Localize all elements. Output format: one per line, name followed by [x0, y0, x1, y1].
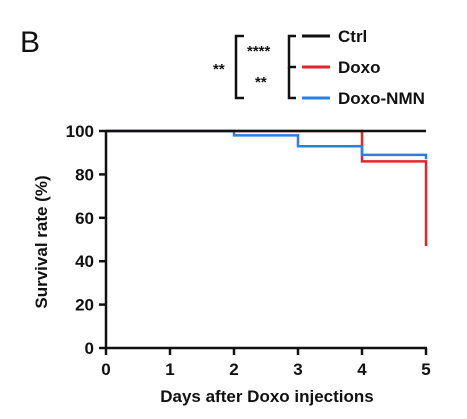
y-tick-label: 100	[66, 122, 94, 141]
x-tick-label: 5	[421, 360, 430, 379]
y-tick-label: 20	[75, 296, 94, 315]
x-tick-label: 1	[165, 360, 174, 379]
sig-label-doxo-vs-doxo-nmn: **	[255, 74, 267, 91]
panel-label: B	[20, 26, 40, 59]
bracket-ctrl-vs-doxo-nmn	[234, 34, 244, 100]
sig-label-ctrl-vs-doxo-nmn: **	[213, 61, 225, 78]
x-axis-label: Days after Doxo injections	[160, 387, 374, 406]
bracket-doxo-vs-doxo-nmn	[287, 67, 296, 100]
legend-label-doxo: Doxo	[338, 58, 381, 77]
y-tick-label: 80	[75, 165, 94, 184]
legend-label-doxo-nmn: Doxo-NMN	[338, 89, 425, 108]
series-lines	[106, 129, 428, 247]
sig-label-ctrl-vs-doxo: ****	[247, 43, 271, 60]
y-axis-label: Survival rate (%)	[32, 175, 51, 308]
x-tick-label: 2	[229, 360, 238, 379]
x-tick-label: 0	[101, 360, 110, 379]
x-tick-label: 3	[293, 360, 302, 379]
x-axis: 0 1 2 3 4 5	[101, 346, 431, 379]
y-tick-label: 40	[75, 252, 94, 271]
legend: Ctrl Doxo Doxo-NMN	[302, 27, 425, 108]
x-tick-label: 4	[357, 360, 367, 379]
series-line-doxo	[106, 129, 428, 247]
series-line-doxo-nmn	[106, 129, 428, 160]
bracket-ctrl-vs-doxo	[287, 34, 296, 69]
y-tick-label: 0	[85, 339, 94, 358]
y-axis: 0 20 40 60 80 100	[66, 122, 108, 358]
significance-brackets	[234, 34, 296, 100]
legend-label-ctrl: Ctrl	[338, 27, 367, 46]
y-tick-label: 60	[75, 209, 94, 228]
